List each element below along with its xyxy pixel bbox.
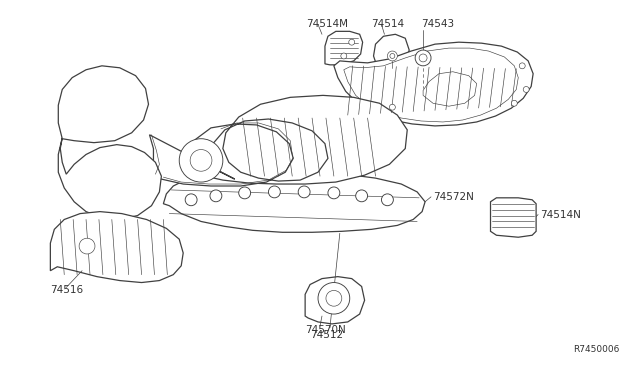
Circle shape [79,238,95,254]
Circle shape [239,187,251,199]
Text: 74570N: 74570N [305,325,346,335]
Text: 74572N: 74572N [433,192,474,202]
Polygon shape [163,171,425,232]
Circle shape [190,150,212,171]
Circle shape [356,190,367,202]
Text: 74514M: 74514M [306,19,348,29]
Circle shape [328,187,340,199]
Circle shape [511,100,517,106]
Circle shape [415,50,431,66]
Circle shape [341,53,347,59]
Polygon shape [374,34,409,71]
Circle shape [349,39,355,45]
Circle shape [389,104,396,110]
Polygon shape [325,31,363,65]
Text: 74543: 74543 [421,19,454,29]
Circle shape [326,291,342,306]
Circle shape [387,51,397,61]
Polygon shape [58,138,161,219]
Polygon shape [147,95,407,186]
Circle shape [390,54,395,58]
Text: 74514: 74514 [372,19,404,29]
Circle shape [210,190,222,202]
Polygon shape [334,42,533,126]
Polygon shape [51,212,183,283]
Circle shape [318,283,349,314]
Circle shape [185,194,197,206]
Text: 74512: 74512 [310,330,343,340]
Text: 74516: 74516 [51,285,83,295]
Circle shape [298,186,310,198]
Text: 74514N: 74514N [540,209,581,219]
Polygon shape [305,277,365,324]
Text: R7450006: R7450006 [573,346,619,355]
Circle shape [419,54,427,62]
Circle shape [179,139,223,182]
Circle shape [381,194,394,206]
Circle shape [268,186,280,198]
Polygon shape [58,66,148,142]
Circle shape [524,87,529,92]
Polygon shape [490,198,536,237]
Circle shape [519,63,525,69]
